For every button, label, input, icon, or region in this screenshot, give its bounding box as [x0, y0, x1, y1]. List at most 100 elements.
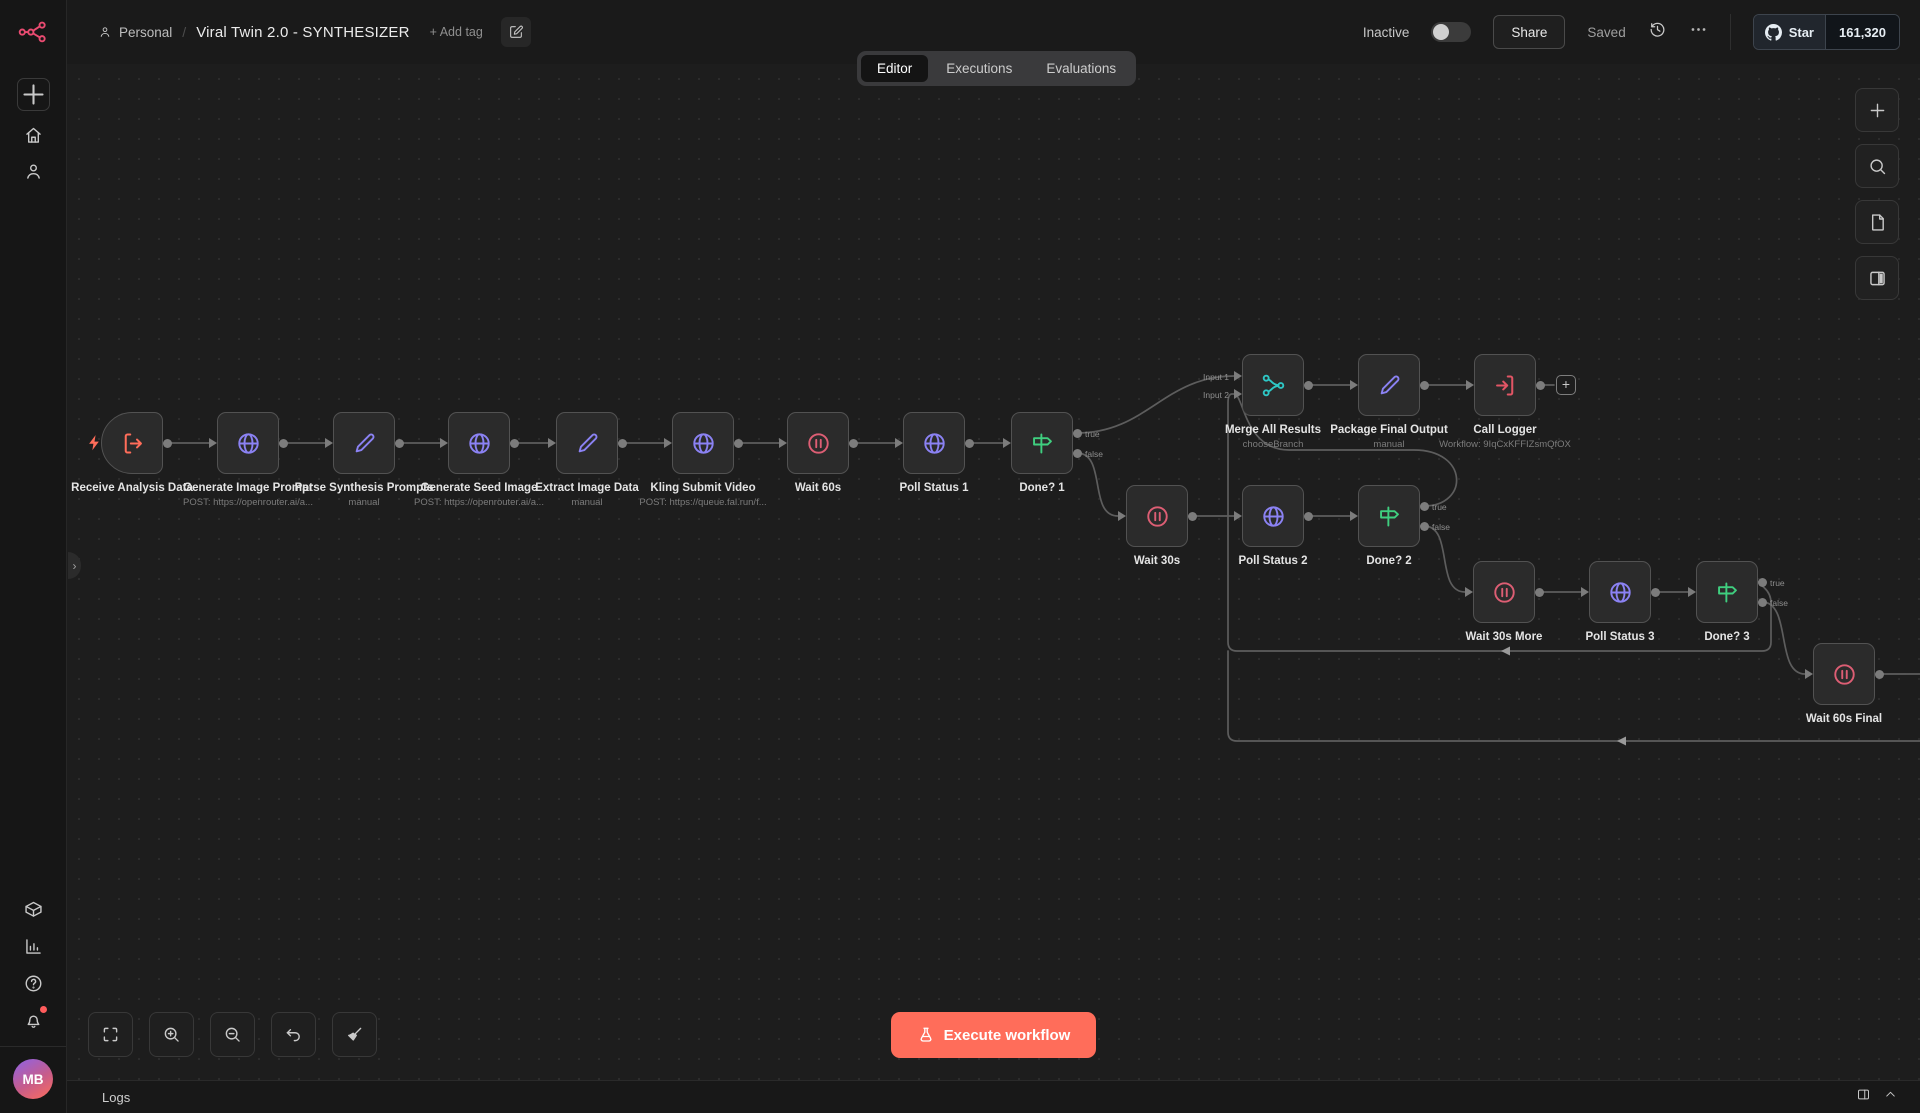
github-star-button[interactable]: Star	[1753, 15, 1825, 49]
logs-panel-header[interactable]: Logs	[67, 1080, 1920, 1113]
github-star-count[interactable]: 161,320	[1825, 15, 1899, 49]
input-port[interactable]	[325, 438, 333, 448]
tab-editor[interactable]: Editor	[861, 55, 929, 82]
edge-done-2-to-wait-30s-more[interactable]	[1423, 525, 1466, 593]
more-options-button[interactable]	[1689, 20, 1708, 44]
input-port[interactable]	[548, 438, 556, 448]
input-port[interactable]	[1465, 587, 1473, 597]
edit-workflow-button[interactable]	[500, 17, 531, 47]
input-port[interactable]	[1350, 511, 1358, 521]
output-port[interactable]	[1534, 587, 1544, 597]
tidy-up-button[interactable]	[332, 1012, 377, 1057]
zoom-in-button[interactable]	[149, 1012, 194, 1057]
tab-executions[interactable]: Executions	[946, 61, 1013, 76]
output-port[interactable]	[1874, 669, 1884, 679]
node-kling-submit-video[interactable]	[672, 412, 734, 474]
output-port[interactable]	[278, 438, 288, 448]
node-wait-60s-final[interactable]	[1813, 643, 1875, 705]
node-extract-image-data[interactable]	[556, 412, 618, 474]
share-button[interactable]: Share	[1493, 15, 1566, 49]
node-poll-status-1[interactable]	[903, 412, 965, 474]
add-tag-button[interactable]: + Add tag	[429, 25, 483, 39]
input-port[interactable]	[1118, 511, 1126, 521]
node-done-2[interactable]	[1358, 485, 1420, 547]
node-wait-30s-more[interactable]	[1473, 561, 1535, 623]
node-generate-image-prompt[interactable]	[217, 412, 279, 474]
output-port[interactable]	[1419, 521, 1429, 531]
sidebar-item-personal[interactable]	[21, 159, 45, 183]
add-node-endpoint[interactable]: +	[1556, 375, 1576, 395]
node-merge-all-results[interactable]	[1242, 354, 1304, 416]
user-avatar[interactable]: MB	[13, 1059, 53, 1099]
node-package-final-output[interactable]	[1358, 354, 1420, 416]
workflow-title[interactable]: Viral Twin 2.0 - SYNTHESIZER	[196, 23, 410, 41]
input-port[interactable]	[895, 438, 903, 448]
edge-done-3-true-to-merge[interactable]	[1227, 393, 1772, 652]
output-port[interactable]	[1303, 511, 1313, 521]
input-port[interactable]	[1688, 587, 1696, 597]
output-port[interactable]	[964, 438, 974, 448]
github-star-widget[interactable]: Star 161,320	[1752, 14, 1900, 50]
zoom-out-button[interactable]	[210, 1012, 255, 1057]
input-port[interactable]	[664, 438, 672, 448]
execute-workflow-button[interactable]: Execute workflow	[891, 1012, 1096, 1058]
output-port[interactable]	[1072, 428, 1082, 438]
input-port[interactable]	[1805, 669, 1813, 679]
input-port[interactable]	[209, 438, 217, 448]
output-port[interactable]	[1535, 380, 1545, 390]
add-node-button[interactable]	[1855, 88, 1899, 132]
sidebar-item-insights[interactable]	[21, 934, 45, 958]
undo-button[interactable]	[271, 1012, 316, 1057]
output-port[interactable]	[1757, 597, 1767, 607]
node-receive-analysis-data[interactable]	[101, 412, 163, 474]
breadcrumb[interactable]: Personal	[98, 25, 172, 40]
node-call-logger[interactable]	[1474, 354, 1536, 416]
panel-expand-handle[interactable]: ›	[68, 552, 81, 579]
sticky-note-button[interactable]	[1855, 200, 1899, 244]
output-port[interactable]	[509, 438, 519, 448]
n8n-logo[interactable]	[18, 16, 48, 46]
input-port[interactable]	[1003, 438, 1011, 448]
input-port[interactable]	[1234, 511, 1242, 521]
node-done-3[interactable]	[1696, 561, 1758, 623]
panels-button[interactable]	[1855, 256, 1899, 300]
edge-offscreen-loop-to-merge[interactable]	[1227, 650, 1920, 742]
active-toggle[interactable]	[1431, 22, 1472, 42]
create-workflow-button[interactable]	[16, 78, 50, 111]
node-done-1[interactable]	[1011, 412, 1073, 474]
input-port[interactable]	[779, 438, 787, 448]
tab-evaluations[interactable]: Evaluations	[1046, 61, 1117, 76]
output-port[interactable]	[617, 438, 627, 448]
input-port[interactable]	[1581, 587, 1589, 597]
node-wait-60s[interactable]	[787, 412, 849, 474]
sidebar-item-templates[interactable]	[21, 897, 45, 921]
sidebar-item-notifications[interactable]	[21, 1006, 47, 1032]
input-port[interactable]	[1466, 380, 1474, 390]
output-port[interactable]	[1187, 511, 1197, 521]
node-generate-seed-image[interactable]	[448, 412, 510, 474]
output-port[interactable]	[1650, 587, 1660, 597]
breadcrumb-project[interactable]: Personal	[119, 24, 173, 40]
manual-trigger-bolt-icon[interactable]	[88, 434, 101, 451]
output-port[interactable]	[1419, 501, 1429, 511]
history-button[interactable]	[1648, 20, 1667, 44]
node-poll-status-3[interactable]	[1589, 561, 1651, 623]
pop-out-logs-button[interactable]	[1856, 1087, 1871, 1107]
input-port[interactable]	[1350, 380, 1358, 390]
output-port[interactable]	[162, 438, 172, 448]
sidebar-item-home[interactable]	[21, 123, 45, 147]
output-port[interactable]	[733, 438, 743, 448]
node-wait-30s[interactable]	[1126, 485, 1188, 547]
output-port[interactable]	[1419, 380, 1429, 390]
search-button[interactable]	[1855, 144, 1899, 188]
fit-view-button[interactable]	[88, 1012, 133, 1057]
sidebar-item-help[interactable]	[21, 971, 45, 995]
output-port[interactable]	[1757, 577, 1767, 587]
input-port[interactable]	[1234, 389, 1242, 399]
edge-done-1-to-merge-all-results[interactable]	[1076, 375, 1235, 434]
input-port[interactable]	[440, 438, 448, 448]
output-port[interactable]	[1303, 380, 1313, 390]
input-port[interactable]	[1234, 371, 1242, 381]
output-port[interactable]	[1072, 448, 1082, 458]
